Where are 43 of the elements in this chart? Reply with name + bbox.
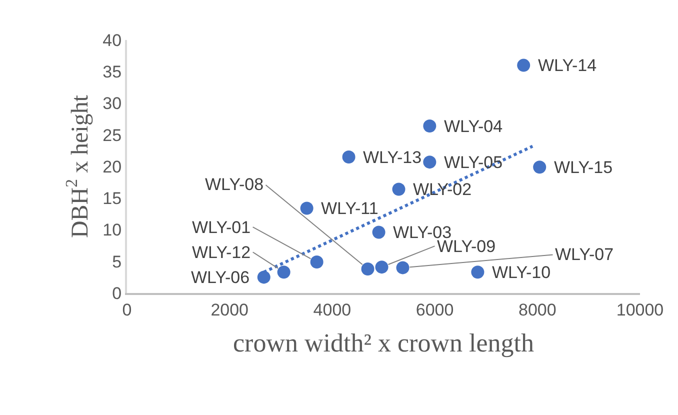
annotation: WLY-06	[191, 268, 250, 287]
y-tick-label: 40	[102, 30, 122, 50]
x-tick-label: 2000	[210, 300, 249, 320]
point	[257, 270, 270, 284]
x-tick-label: 4000	[313, 300, 352, 320]
point	[471, 266, 484, 279]
y-tick-label: 35	[102, 62, 122, 82]
point	[342, 150, 356, 164]
point	[423, 120, 436, 133]
annotation: WLY-14	[538, 56, 597, 75]
annotation: WLY-04	[444, 117, 503, 136]
point	[310, 256, 324, 269]
annotation: WLY-12	[192, 243, 251, 262]
y-tick-label: 10	[102, 220, 122, 240]
point	[396, 261, 410, 274]
point	[277, 266, 290, 279]
point	[300, 202, 314, 215]
y-tick-label: 25	[102, 126, 122, 145]
x-tick-label: 8000	[518, 300, 556, 320]
point	[423, 156, 436, 169]
point	[375, 260, 388, 274]
annotation: WLY-08	[205, 175, 264, 194]
point	[361, 262, 374, 276]
y-tick-label: 5	[112, 252, 122, 272]
y-tick-label: 15	[102, 189, 122, 208]
annotation: WLY-10	[492, 263, 551, 282]
annotation: WLY-15	[554, 158, 613, 177]
x-tick-label: 10000	[616, 300, 664, 320]
point	[517, 58, 530, 72]
annotation: WLY-09	[437, 237, 496, 256]
point	[392, 182, 406, 196]
y-tick-label: 20	[102, 157, 122, 176]
annotation: WLY-01	[192, 218, 251, 237]
annotation: WLY-07	[555, 245, 614, 264]
y-tick-label: 0	[112, 284, 122, 303]
y-tick-label: 30	[102, 94, 122, 114]
point	[533, 160, 546, 174]
point	[372, 226, 386, 239]
x-axis-title: crown width² x crown length	[233, 328, 534, 358]
x-tick-label: 6000	[416, 300, 454, 320]
annotation: WLY-13	[363, 148, 422, 167]
annotation: WLY-05	[444, 153, 503, 172]
annotation: WLY-11	[321, 199, 378, 218]
